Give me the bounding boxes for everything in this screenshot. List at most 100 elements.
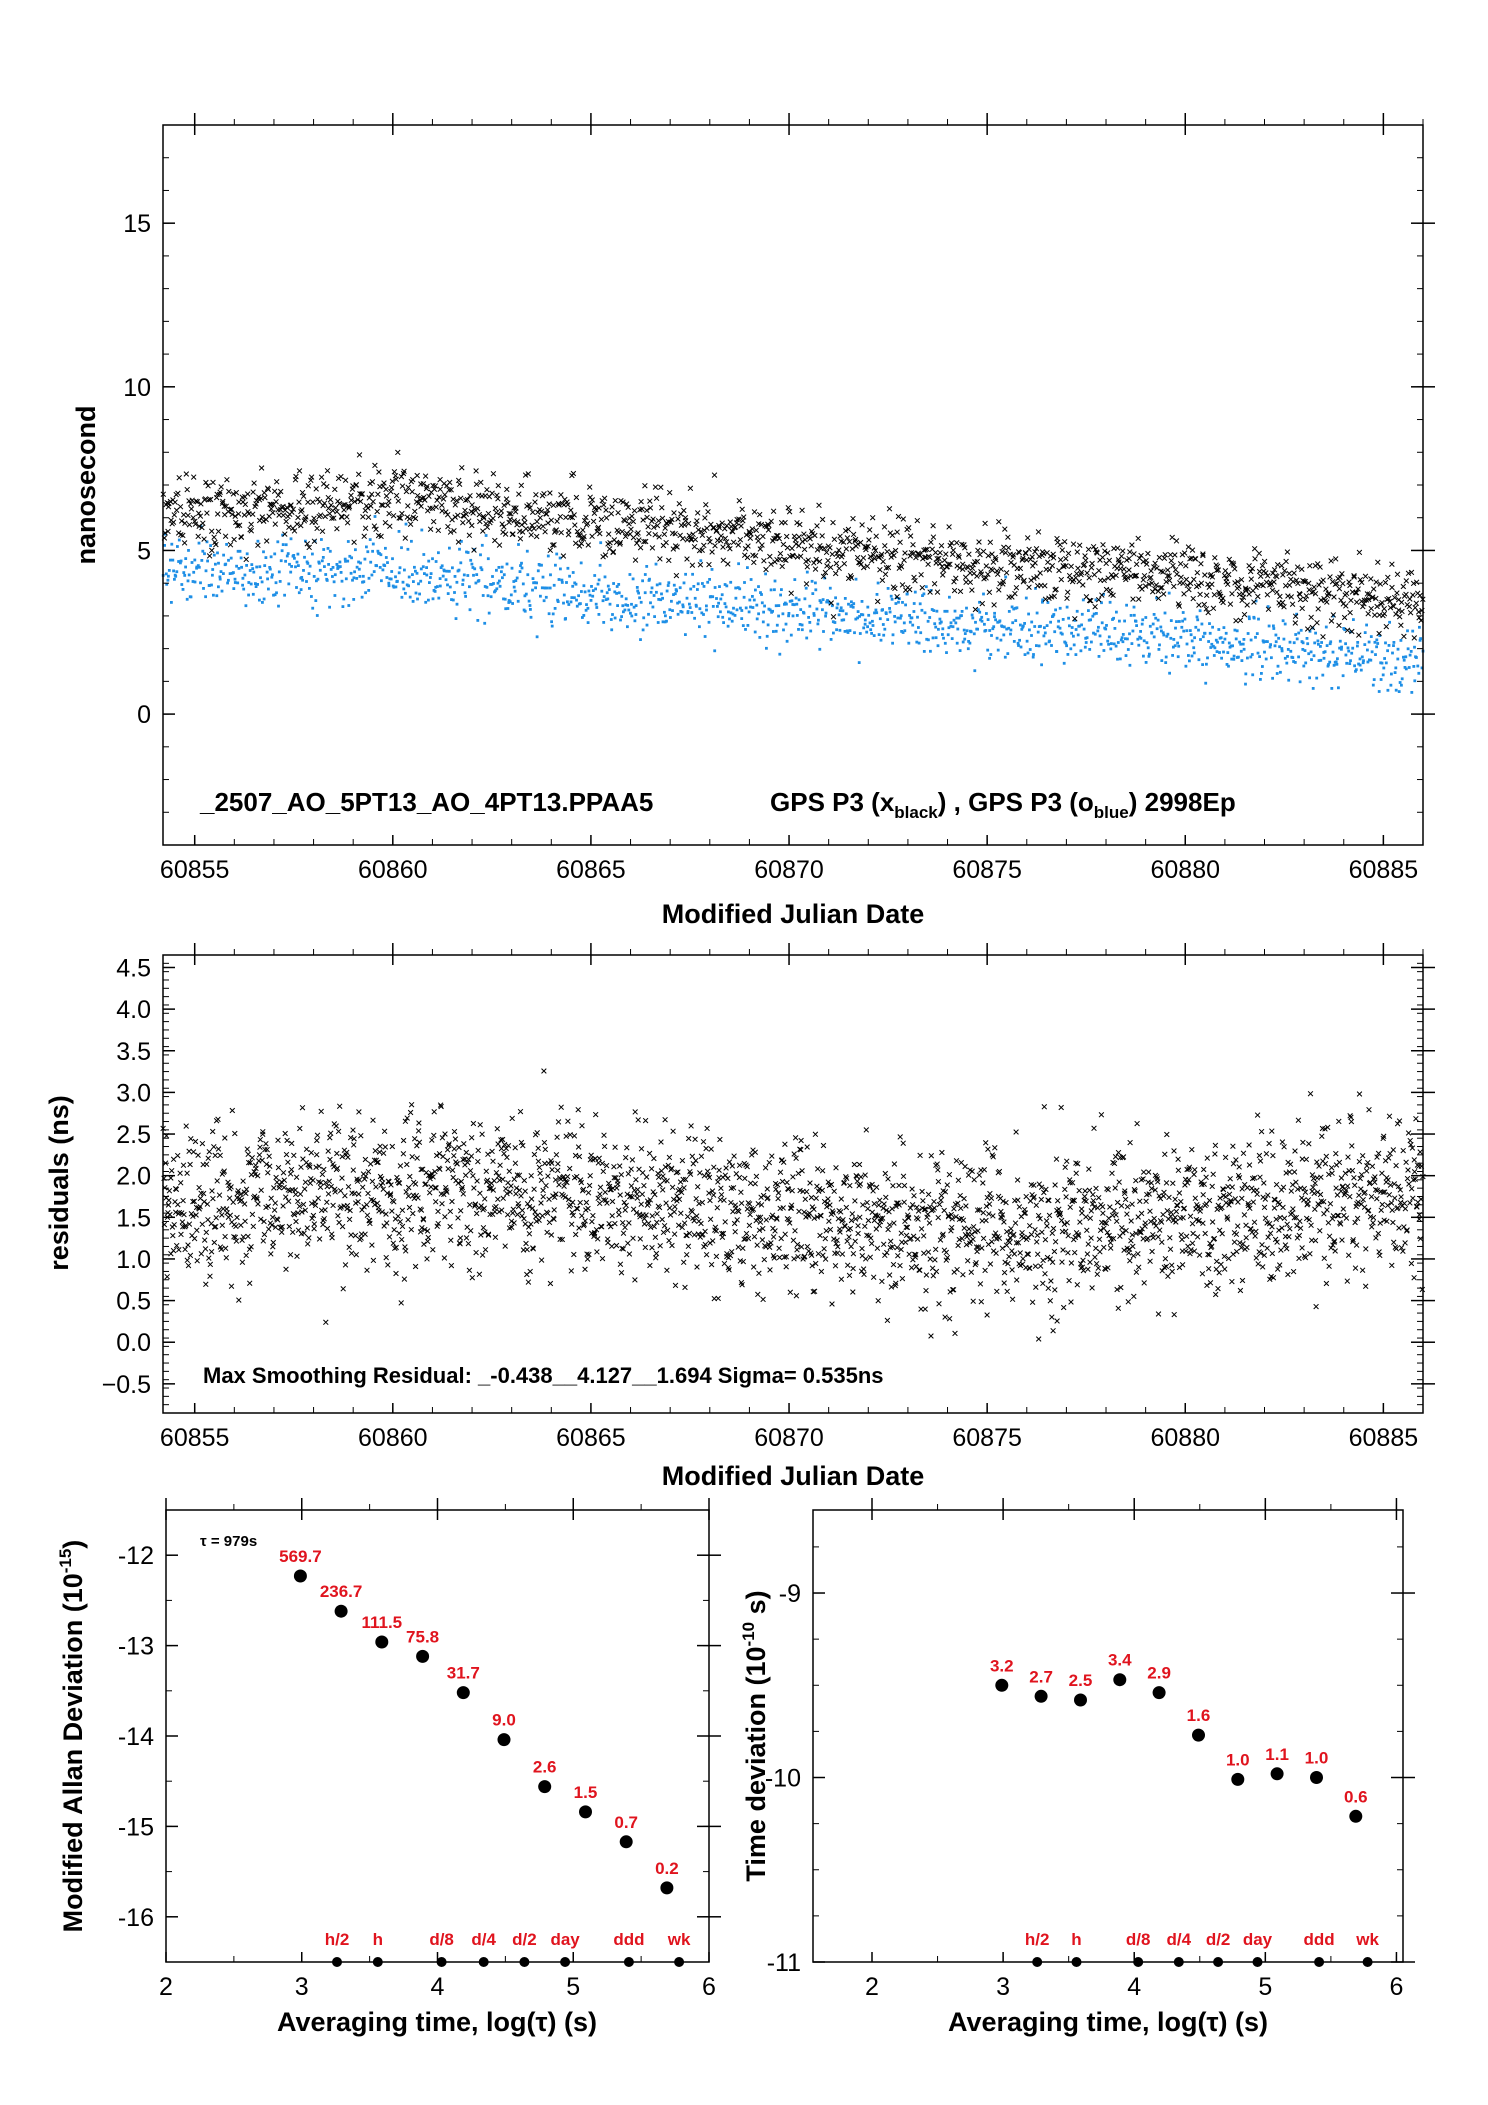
x-marker (928, 1333, 934, 1339)
x-marker (494, 1126, 501, 1132)
x-marker (465, 518, 472, 524)
blue-point (1393, 671, 1397, 674)
x-marker (1082, 1188, 1088, 1194)
blue-point (984, 629, 988, 632)
blue-point (249, 582, 253, 586)
blue-point (617, 583, 621, 586)
blue-point (790, 599, 794, 603)
x-marker (355, 1191, 362, 1197)
x-marker (1021, 577, 1027, 584)
blue-point (562, 593, 566, 597)
x-marker (248, 528, 255, 534)
x-marker (767, 1267, 773, 1273)
x-marker (403, 488, 410, 495)
x-marker (531, 1151, 538, 1158)
x-marker (186, 1148, 192, 1155)
blue-point (691, 572, 694, 576)
x-marker (930, 1272, 937, 1279)
blue-point (343, 557, 347, 561)
time-series-ticks: 60855 60860 60865 60870 60875 60880 6088505101… (123, 113, 1435, 884)
x-marker (638, 1146, 645, 1152)
x-marker (211, 1144, 217, 1150)
blue-point (341, 605, 345, 608)
blue-point (1193, 636, 1196, 640)
x-marker (620, 1246, 627, 1252)
blue-point (1406, 647, 1410, 651)
blue-point (187, 573, 191, 577)
x-marker (427, 526, 434, 532)
x-marker (352, 1232, 359, 1239)
blue-point (405, 583, 409, 587)
x-marker (504, 1211, 511, 1218)
x-marker (544, 1210, 551, 1217)
x-marker (880, 1241, 887, 1248)
x-marker (670, 1128, 676, 1134)
blue-point (1112, 616, 1115, 620)
x-marker (331, 515, 337, 521)
x-marker (572, 522, 578, 528)
x-marker (229, 1107, 236, 1114)
blue-point (224, 562, 228, 566)
x-marker (828, 600, 834, 606)
x-marker (430, 518, 437, 525)
blue-point (1043, 631, 1047, 635)
x-marker (978, 1298, 985, 1305)
x-marker (305, 499, 311, 505)
x-marker (334, 525, 340, 532)
x-marker (1013, 1129, 1019, 1135)
blue-point (967, 640, 970, 643)
x-marker (365, 514, 372, 520)
x-marker (1012, 590, 1018, 597)
x-marker (1013, 584, 1020, 591)
x-marker (754, 1242, 760, 1248)
blue-point (357, 567, 361, 571)
blue-point (676, 612, 680, 616)
blue-point (501, 576, 504, 580)
x-marker (909, 1186, 915, 1192)
blue-point (968, 641, 972, 645)
x-marker (497, 1162, 503, 1168)
blue-point (1312, 654, 1316, 658)
blue-point (352, 598, 356, 601)
x-marker (541, 1068, 547, 1074)
x-marker (554, 1167, 561, 1174)
x-marker (457, 495, 464, 502)
x-marker (786, 1220, 793, 1226)
blue-point (201, 549, 205, 553)
x-marker (1385, 574, 1391, 581)
x-marker (451, 528, 457, 534)
blue-point (999, 638, 1003, 642)
blue-point (810, 579, 814, 583)
blue-point (1128, 663, 1132, 667)
blue-point (985, 612, 988, 615)
blue-point (765, 634, 769, 638)
x-marker (835, 1243, 841, 1250)
x-marker (707, 1197, 713, 1204)
blue-point (938, 617, 942, 621)
blue-point (1207, 640, 1210, 643)
x-marker (231, 536, 237, 543)
blue-point (933, 622, 937, 626)
x-marker (664, 1227, 671, 1234)
x-marker (359, 1207, 365, 1213)
x-marker (489, 490, 495, 497)
blue-point (928, 616, 932, 619)
blue-point (1390, 672, 1393, 676)
x-marker (714, 1204, 721, 1211)
x-marker (927, 1256, 933, 1262)
blue-point (347, 604, 351, 607)
x-marker (775, 532, 781, 539)
blue-point (212, 553, 216, 557)
x-marker (461, 1141, 467, 1147)
x-marker (332, 505, 339, 511)
x-marker (566, 528, 572, 534)
blue-point (1389, 683, 1393, 687)
x-marker (943, 551, 949, 557)
x-marker (508, 1183, 514, 1189)
x-marker (847, 1182, 853, 1189)
blue-point (723, 602, 727, 605)
blue-point (1375, 645, 1378, 649)
blue-point (755, 603, 759, 607)
x-marker (336, 1103, 343, 1109)
blue-point (325, 579, 329, 582)
